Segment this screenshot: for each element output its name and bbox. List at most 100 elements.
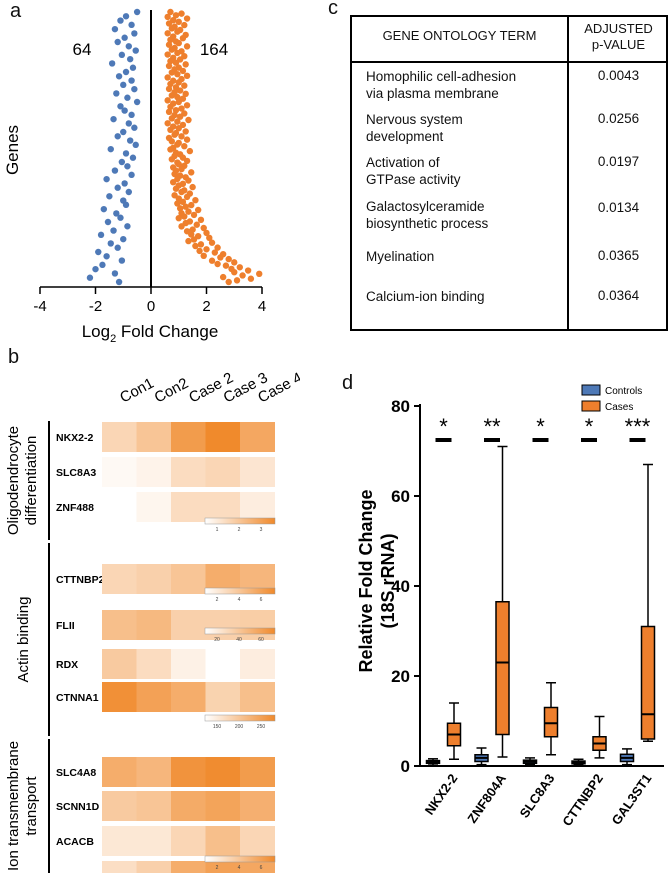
scatter-point-up [175, 124, 182, 132]
scatter-point-up [167, 36, 174, 44]
boxplot-significance: ** [483, 414, 501, 439]
scatter-point-up [165, 62, 173, 70]
scatter-point-up [174, 70, 181, 78]
heatmap-legend-tick: 60 [258, 637, 264, 643]
scatter-point-down [115, 73, 123, 80]
scatter-point-down [110, 115, 117, 123]
heatmap-cell [205, 457, 241, 487]
scatter-point-up [182, 128, 189, 135]
go-row: Calcium-ion binding 0.0364 [352, 288, 666, 328]
scatter-point-up [172, 106, 180, 114]
scatter-point-up [167, 8, 174, 16]
scatter-point-up [208, 239, 216, 246]
scatter-point-up [167, 146, 174, 153]
boxplot-legend-swatch [581, 384, 601, 396]
heatmap-row-label: CTNNA1 [56, 692, 99, 704]
heatmap-color-legend [204, 855, 276, 863]
heatmap-cell [171, 861, 206, 873]
scatter-point-up [181, 142, 188, 150]
heatmap-cell [205, 610, 241, 640]
go-row: Homophilic cell-adhesion via plasma membr… [352, 68, 666, 108]
scatter-point-up [168, 92, 176, 99]
scatter-point-down [124, 94, 131, 101]
scatter-point-up [174, 118, 181, 125]
scatter-point-down [128, 111, 135, 119]
boxplot-y-tick-label: 80 [391, 397, 410, 416]
scatter-point-up [178, 165, 185, 173]
scatter-point-down [106, 193, 113, 200]
scatter-point-up [178, 10, 185, 17]
scatter-point-up [183, 72, 191, 80]
scatter-point-down [86, 274, 94, 281]
scatter-point-down [92, 265, 99, 273]
heatmap-cell [136, 682, 172, 712]
heatmap-cell [240, 757, 275, 787]
scatter-point-up [168, 46, 176, 53]
scatter-point-up [233, 277, 241, 284]
scatter-point-down [121, 34, 128, 41]
heatmap-cell [240, 457, 275, 487]
heatmap-cell [171, 564, 206, 594]
scatter-point-down [114, 38, 121, 46]
scatter-point-up [165, 108, 173, 116]
heatmap-cell [136, 610, 172, 640]
scatter-point-down [110, 227, 117, 234]
scatter-point-up [197, 241, 205, 248]
scatter-point-up [239, 272, 246, 279]
scatter-point-up [194, 206, 202, 214]
scatter-point-up [178, 188, 185, 196]
scatter-point-up [182, 203, 189, 210]
go-term-line1: Homophilic cell-adhesion [366, 69, 517, 84]
go-header-pvalue: ADJUSTED p-VALUE [569, 21, 668, 53]
scatter-point-up [178, 223, 185, 230]
heatmap-group-label: transport [23, 776, 40, 836]
scatter-point-down [111, 270, 119, 277]
scatter-point-down [128, 171, 135, 179]
scatter-x-tick-label: 4 [258, 298, 266, 315]
scatter-point-up [171, 131, 178, 138]
heatmap-cell [136, 861, 172, 873]
scatter-point-up [190, 236, 198, 243]
scatter-point-up [164, 74, 171, 81]
boxplot-significance: * [536, 414, 545, 439]
scatter-point-down [117, 103, 124, 110]
scatter-point-down [133, 8, 141, 16]
heatmap-cell [240, 791, 275, 821]
scatter-point-up [174, 28, 181, 35]
scatter-point-up [168, 138, 176, 145]
scatter-point-down [118, 158, 126, 166]
heatmap-cell [136, 649, 172, 679]
go-term: Nervous system development [366, 111, 561, 145]
boxplot-box-cases [640, 625, 656, 740]
heatmap-cell [240, 826, 275, 856]
scatter-point-up [167, 57, 174, 65]
boxplot-y-tick-label: 20 [391, 667, 410, 686]
heatmap-legend-tick: 2 [238, 527, 241, 533]
go-term: Myelination [366, 248, 561, 265]
scatter-point-down [129, 64, 137, 71]
heatmap-cell [102, 757, 137, 787]
heatmap-cell [102, 422, 137, 452]
fold-change-scatter-chart: Genes 64 164 -4 -2 0 2 4 Log2 Fold Change [3, 8, 266, 345]
scatter-point-up [176, 113, 184, 120]
scatter-point-up [214, 244, 221, 251]
heatmap-cell [136, 422, 172, 452]
heatmap-cell [171, 492, 206, 522]
scatter-point-up [185, 177, 192, 184]
boxplot-legend-swatch [581, 400, 601, 412]
go-term-line2: via plasma membrane [366, 86, 499, 101]
scatter-point-up [167, 103, 174, 111]
panel-label-d: d [342, 372, 354, 394]
scatter-point-up [186, 147, 194, 155]
go-row: Activation of GTPase activity 0.0197 [352, 154, 666, 194]
heatmap-cell [102, 791, 137, 821]
heatmap-cell [171, 826, 206, 856]
scatter-point-up [196, 247, 203, 255]
scatter-point-up [189, 183, 196, 191]
scatter-point-up [164, 13, 171, 21]
scatter-point-up [178, 133, 185, 140]
go-header-pvalue-line1: ADJUSTED [584, 21, 653, 36]
heatmap-legend-tick: 150 [213, 724, 222, 730]
go-table-divider [567, 17, 569, 329]
heatmap-cell [205, 649, 241, 679]
